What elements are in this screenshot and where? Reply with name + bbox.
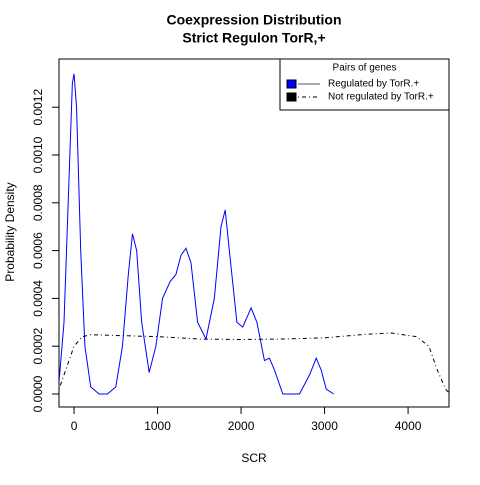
y-tick-label: 0.0000 xyxy=(31,375,45,412)
y-tick-label: 0.0012 xyxy=(31,89,45,126)
x-tick-label: 3000 xyxy=(311,419,338,433)
x-tick-label: 1000 xyxy=(144,419,171,433)
legend-label: Not regulated by TorR.+ xyxy=(328,92,434,103)
plot-frame xyxy=(58,58,450,408)
density-line xyxy=(59,73,335,395)
y-tick-label: 0.0006 xyxy=(31,232,45,269)
chart-title: Coexpression Distribution xyxy=(166,12,341,28)
legend-label: Regulated by TorR.+ xyxy=(328,79,419,90)
y-tick-label: 0.0008 xyxy=(31,184,45,221)
legend-swatch xyxy=(286,79,297,89)
x-tick-label: 2000 xyxy=(228,419,255,433)
x-axis-label: SCR xyxy=(241,451,267,465)
y-tick-label: 0.0004 xyxy=(31,280,45,317)
chart-subtitle: Strict Regulon TorR,+ xyxy=(182,30,325,46)
x-tick-label: 4000 xyxy=(395,419,422,433)
density-line xyxy=(59,332,449,394)
y-tick-label: 0.0002 xyxy=(31,328,45,365)
y-tick-label: 0.0010 xyxy=(31,136,45,173)
legend-swatch xyxy=(286,92,297,102)
legend-title: Pairs of genes xyxy=(333,63,397,74)
x-tick-label: 0 xyxy=(71,419,78,433)
y-axis-label: Probability Density xyxy=(3,182,17,281)
legend-box xyxy=(279,58,450,111)
